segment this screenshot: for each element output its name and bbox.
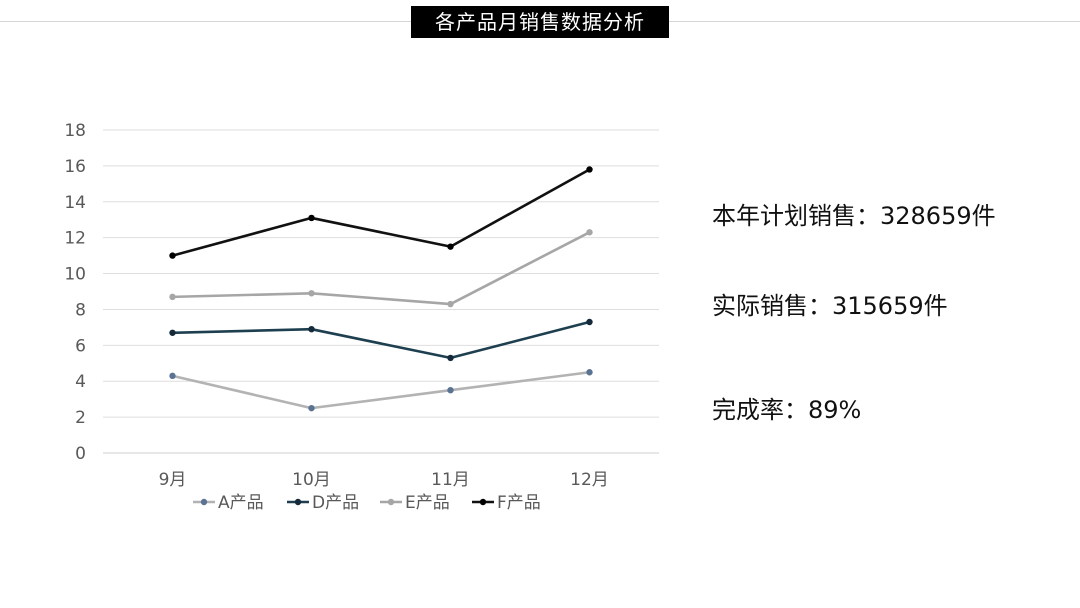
data-point: [586, 166, 593, 173]
x-tick-label: 9月: [159, 470, 187, 490]
y-tick-label: 8: [75, 300, 86, 320]
legend-marker: [387, 498, 395, 506]
data-point: [308, 290, 315, 297]
data-point: [169, 293, 176, 301]
data-point: [169, 252, 176, 259]
data-point: [308, 325, 315, 333]
data-point: [586, 229, 593, 236]
legend-marker: [200, 498, 208, 506]
y-tick-label: 0: [75, 444, 86, 464]
x-tick-label: 10月: [292, 470, 331, 490]
legend-label: E产品: [405, 493, 450, 513]
y-tick-label: 16: [64, 157, 86, 177]
series-line: [172, 370, 590, 410]
legend-label: F产品: [497, 493, 541, 513]
planned-sales-text: 本年计划销售：328659件: [712, 202, 996, 230]
data-point: [308, 404, 315, 412]
legend-marker: [479, 498, 487, 506]
data-point: [169, 329, 176, 336]
x-tick-label: 11月: [431, 470, 470, 490]
data-point: [586, 369, 593, 376]
y-tick-label: 14: [64, 193, 86, 213]
data-point: [447, 300, 454, 308]
legend-marker: [294, 498, 302, 506]
data-point: [586, 318, 593, 326]
x-tick-label: 12月: [570, 470, 609, 490]
series-line: [172, 168, 591, 257]
data-point: [447, 243, 454, 250]
series-line: [172, 320, 590, 360]
y-tick-label: 10: [64, 265, 86, 285]
y-tick-label: 18: [64, 121, 86, 141]
y-tick-label: 2: [75, 408, 86, 428]
y-tick-label: 4: [75, 372, 86, 392]
page-title: 各产品月销售数据分析: [411, 6, 669, 38]
y-tick-label: 12: [64, 229, 86, 249]
y-tick-label: 6: [75, 336, 86, 356]
data-point: [447, 386, 454, 394]
data-point: [169, 372, 176, 380]
completion-rate-text: 完成率：89%: [712, 396, 862, 424]
legend-label: D产品: [312, 493, 359, 513]
data-point: [447, 354, 454, 362]
legend-label: A产品: [218, 493, 264, 513]
actual-sales-text: 实际销售：315659件: [712, 292, 948, 320]
series-line: [172, 231, 591, 306]
data-point: [308, 214, 315, 222]
